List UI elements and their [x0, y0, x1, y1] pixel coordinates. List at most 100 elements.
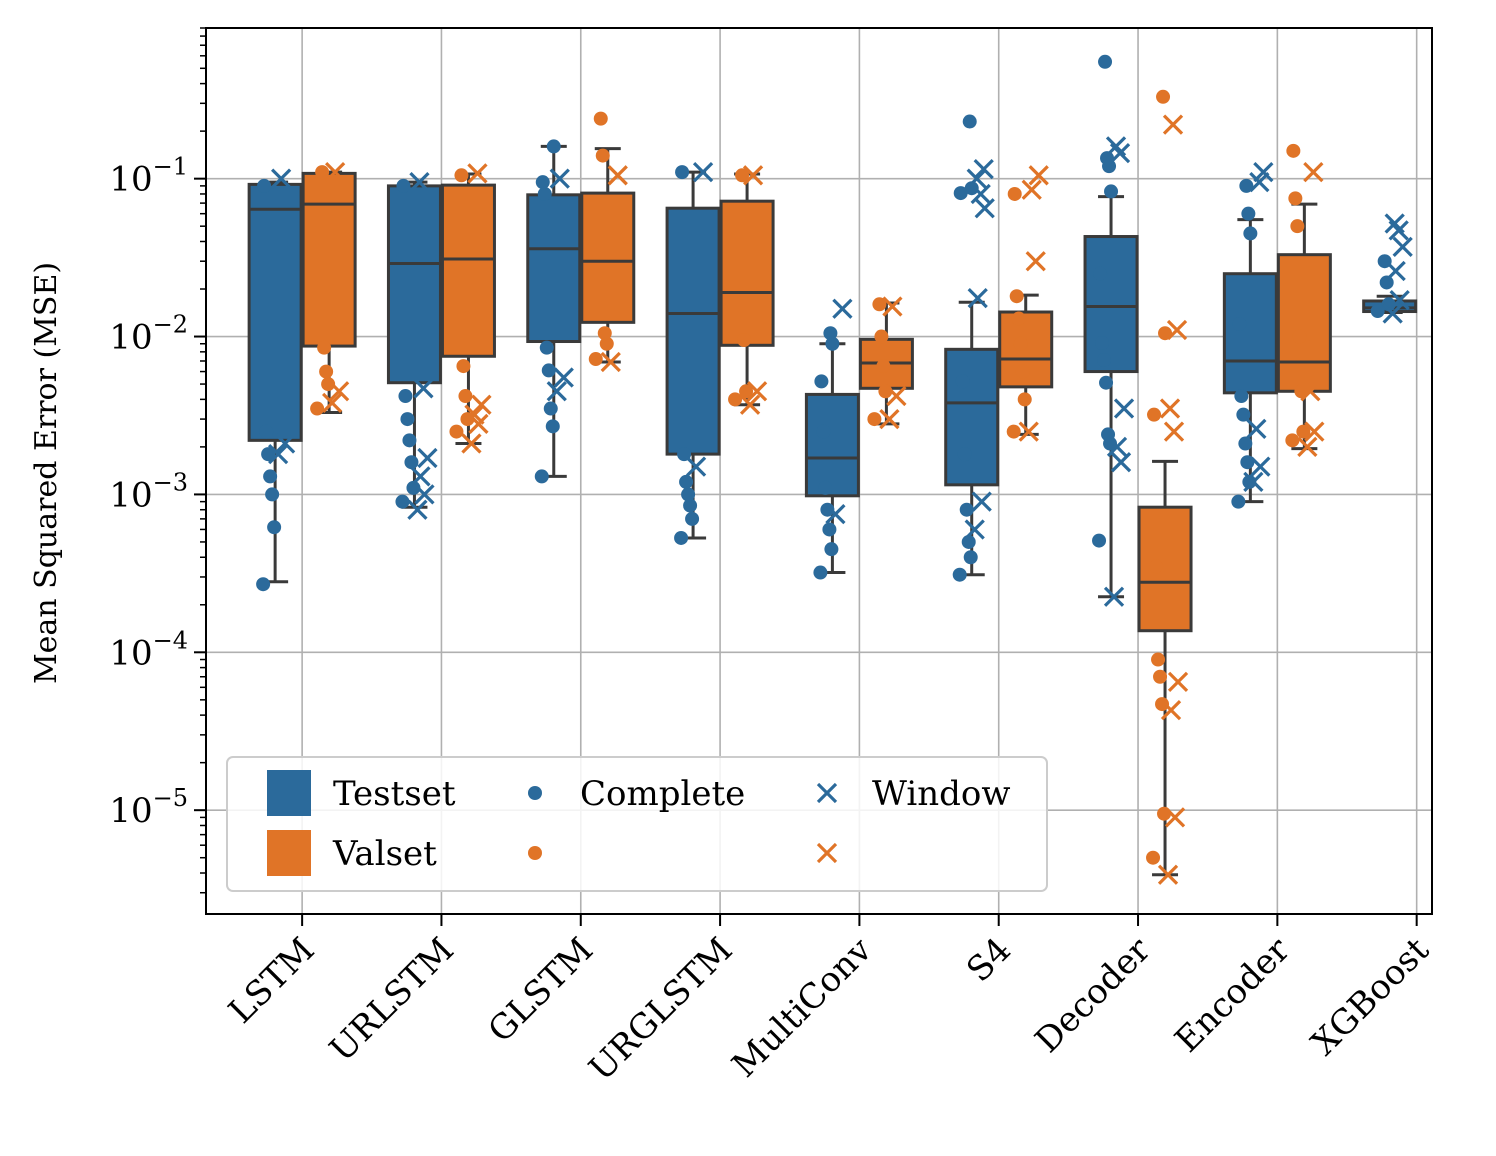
point-complete	[679, 474, 694, 489]
point-complete	[1149, 559, 1164, 574]
point-window	[685, 456, 707, 477]
point-complete	[1232, 317, 1247, 332]
cross-stroke	[328, 381, 350, 402]
cross-stroke	[1025, 251, 1046, 272]
cross-stroke	[832, 298, 853, 319]
y-axis-label: Mean Squared Error (MSE)	[29, 262, 64, 684]
legend-swatch	[267, 770, 311, 816]
point-window	[832, 298, 853, 319]
point-complete	[535, 175, 550, 190]
point-complete	[310, 401, 325, 416]
point-window	[321, 392, 343, 414]
point-complete	[735, 168, 750, 183]
point-window	[1300, 381, 1321, 402]
point-complete	[456, 359, 471, 374]
cross-stroke	[1300, 381, 1321, 402]
point-complete	[1236, 407, 1251, 422]
point-window	[607, 165, 628, 186]
point-window	[825, 504, 846, 525]
cross-stroke	[746, 381, 768, 402]
point-complete	[404, 455, 419, 470]
cross-stroke	[1113, 398, 1135, 419]
cross-stroke	[1307, 319, 1328, 341]
box-valset-s4	[998, 293, 1054, 436]
point-complete	[952, 567, 967, 582]
point-window	[1021, 179, 1042, 200]
point-window	[549, 168, 570, 189]
point-complete	[1146, 850, 1161, 865]
cross-stroke	[464, 404, 485, 425]
box-testset-multiconv	[804, 342, 860, 575]
point-complete	[1370, 304, 1385, 319]
cross-stroke	[1106, 436, 1128, 458]
cross-stroke	[546, 381, 567, 402]
point-window	[739, 394, 761, 415]
point-complete	[1099, 375, 1114, 390]
cross-stroke	[1382, 303, 1403, 324]
cross-stroke	[1105, 136, 1127, 157]
cross-stroke	[274, 433, 296, 454]
cross-stroke	[1159, 398, 1181, 419]
cross-stroke	[1157, 864, 1179, 885]
point-window	[692, 161, 714, 183]
x-tick-label: LSTM	[221, 930, 322, 1031]
point-window	[328, 381, 350, 402]
point-complete	[1238, 436, 1253, 451]
cross-stroke	[467, 163, 488, 184]
point-window	[746, 381, 768, 402]
y-tick-label: 10−3	[109, 468, 188, 515]
point-complete	[395, 494, 410, 509]
point-complete	[1243, 226, 1258, 241]
box-body	[1083, 235, 1139, 374]
point-complete	[818, 480, 833, 495]
point-complete	[825, 336, 840, 351]
legend-item	[528, 846, 542, 860]
point-complete	[315, 165, 330, 180]
point-complete	[822, 522, 837, 537]
cross-stroke	[1250, 456, 1271, 477]
point-complete	[814, 374, 829, 389]
cross-stroke	[1243, 471, 1264, 493]
point-complete	[1147, 407, 1162, 422]
point-complete	[588, 352, 603, 367]
point-window	[882, 296, 903, 317]
cross-stroke	[1388, 220, 1409, 241]
point-complete	[1156, 89, 1171, 104]
cross-stroke	[970, 183, 991, 205]
point-complete	[685, 511, 700, 526]
cross-stroke	[1103, 586, 1125, 607]
cross-stroke	[549, 168, 570, 189]
point-complete	[539, 340, 554, 355]
box-body	[804, 392, 860, 498]
point-window	[970, 183, 991, 205]
cross-stroke	[1021, 179, 1042, 200]
point-window	[1167, 671, 1189, 692]
point-complete	[1011, 311, 1026, 326]
cross-stroke	[1110, 452, 1132, 473]
x-tick-label: MultiConv	[724, 930, 880, 1086]
point-window	[546, 381, 567, 402]
legend-marker	[816, 782, 838, 804]
legend-item	[816, 842, 838, 864]
cross-stroke	[1167, 671, 1189, 692]
cross-stroke	[1028, 165, 1049, 186]
box-testset-urglstm	[665, 170, 721, 540]
cross-stroke	[1385, 260, 1406, 282]
box-body	[301, 171, 357, 348]
point-window	[1159, 398, 1181, 419]
cross-stroke	[324, 161, 346, 183]
x-tick-label: S4	[959, 930, 1019, 990]
point-complete	[259, 424, 274, 439]
point-complete	[257, 178, 272, 193]
point-complete	[541, 363, 556, 378]
cross-stroke	[1162, 114, 1184, 135]
point-complete	[961, 534, 976, 549]
y-tick-label: 10−2	[109, 311, 188, 358]
point-window	[879, 408, 900, 430]
legend-item: Testset	[267, 770, 456, 816]
point-complete	[1157, 806, 1172, 821]
x-tick-label: Decoder	[1028, 930, 1159, 1061]
point-window	[471, 394, 492, 415]
point-complete	[1292, 329, 1307, 344]
x-tick-label: Encoder	[1167, 930, 1298, 1061]
